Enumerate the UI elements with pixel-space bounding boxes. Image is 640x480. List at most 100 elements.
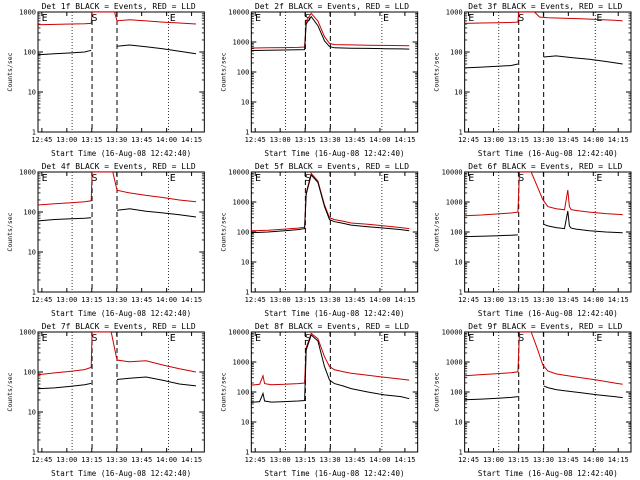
series-line-lld xyxy=(38,332,197,376)
marker-s: S xyxy=(305,173,311,184)
y-axis-label: Counts/sec xyxy=(433,372,441,411)
y-tick-label: 100 xyxy=(450,389,463,397)
series-line-events xyxy=(116,44,197,55)
chart-panel-7: Det 7f BLACK = Events, RED = LLD Start Ti… xyxy=(6,322,205,478)
y-tick-label: 10 xyxy=(454,259,462,267)
y-tick-label: 100 xyxy=(23,369,36,377)
x-tick-label: 13:30 xyxy=(533,296,554,304)
series-line-events xyxy=(38,382,92,390)
chart-panel-6: Det 6f BLACK = Events, RED = LLD Start Ti… xyxy=(433,162,632,318)
y-axis-label: Counts/sec xyxy=(433,52,441,91)
series-line-events xyxy=(38,217,92,222)
y-axis-label: Counts/sec xyxy=(6,52,14,91)
series-line-events xyxy=(543,210,623,234)
y-tick-label: 10000 xyxy=(442,329,463,337)
series-line-events xyxy=(251,15,410,51)
x-tick-label: 12:45 xyxy=(245,136,266,144)
y-tick-label: 10 xyxy=(241,99,249,107)
chart-title: Det 1f BLACK = Events, RED = LLD xyxy=(42,2,196,11)
x-tick-label: 13:45 xyxy=(344,296,365,304)
series-line-events xyxy=(38,49,92,56)
plot-frame xyxy=(37,331,205,453)
marker-e: E xyxy=(255,333,261,344)
x-tick-label: 14:15 xyxy=(608,456,629,464)
x-tick-label: 13:15 xyxy=(81,136,102,144)
x-tick-label: 14:00 xyxy=(156,136,177,144)
y-tick-label: 10000 xyxy=(228,329,249,337)
x-tick-label: 13:30 xyxy=(533,136,554,144)
marker-e: E xyxy=(383,333,389,344)
x-tick-label: 12:45 xyxy=(458,456,479,464)
series-line-events xyxy=(543,385,623,399)
y-tick-label: 100 xyxy=(23,209,36,217)
marker-e: E xyxy=(170,13,176,24)
y-axis-label: Counts/sec xyxy=(219,212,227,251)
series-line-events xyxy=(116,208,197,218)
plot-frame xyxy=(37,171,205,293)
x-tick-label: 13:15 xyxy=(81,296,102,304)
marker-e: E xyxy=(255,173,261,184)
x-tick-label: 13:30 xyxy=(320,456,341,464)
x-tick-label: 12:45 xyxy=(31,296,52,304)
marker-s: S xyxy=(518,333,524,344)
x-axis-label: Start Time (16-Aug-08 12:42:40) xyxy=(478,309,618,318)
y-tick-label: 1 xyxy=(458,129,462,137)
x-tick-label: 12:45 xyxy=(31,136,52,144)
x-tick-label: 13:15 xyxy=(295,456,316,464)
marker-e: E xyxy=(468,173,474,184)
x-tick-label: 13:00 xyxy=(483,296,504,304)
x-tick-label: 13:30 xyxy=(320,136,341,144)
y-tick-label: 1 xyxy=(32,449,36,457)
y-tick-label: 1000 xyxy=(446,199,463,207)
x-tick-label: 14:15 xyxy=(394,296,415,304)
plot-frame xyxy=(37,11,205,133)
x-axis-label: Start Time (16-Aug-08 12:42:40) xyxy=(265,469,405,478)
y-tick-label: 10000 xyxy=(228,169,249,177)
y-tick-label: 100 xyxy=(23,49,36,57)
x-tick-label: 14:15 xyxy=(608,136,629,144)
chart-title: Det 3f BLACK = Events, RED = LLD xyxy=(468,2,622,11)
x-tick-label: 13:45 xyxy=(558,136,579,144)
y-tick-label: 100 xyxy=(237,229,250,237)
x-tick-label: 14:00 xyxy=(369,456,390,464)
x-tick-label: 13:15 xyxy=(508,296,529,304)
marker-s: S xyxy=(92,173,98,184)
chart-title: Det 4f BLACK = Events, RED = LLD xyxy=(42,162,196,171)
y-tick-label: 10 xyxy=(241,259,249,267)
x-tick-label: 14:00 xyxy=(156,456,177,464)
x-tick-label: 13:00 xyxy=(56,136,77,144)
marker-e: E xyxy=(468,13,474,24)
x-tick-label: 14:00 xyxy=(583,136,604,144)
x-axis-label: Start Time (16-Aug-08 12:42:40) xyxy=(478,149,618,158)
x-tick-label: 14:15 xyxy=(181,136,202,144)
x-tick-label: 14:00 xyxy=(583,296,604,304)
chart-panel-2: Det 2f BLACK = Events, RED = LLD Start Ti… xyxy=(219,2,419,158)
x-tick-label: 13:15 xyxy=(295,296,316,304)
y-tick-label: 1 xyxy=(32,129,36,137)
chart-title: Det 7f BLACK = Events, RED = LLD xyxy=(42,322,196,331)
x-tick-label: 13:15 xyxy=(81,456,102,464)
x-tick-label: 14:15 xyxy=(394,456,415,464)
x-tick-label: 13:30 xyxy=(106,456,127,464)
y-axis-label: Counts/sec xyxy=(6,212,14,251)
x-tick-label: 12:45 xyxy=(458,136,479,144)
y-tick-label: 10 xyxy=(28,409,36,417)
x-tick-label: 14:00 xyxy=(583,456,604,464)
y-tick-label: 1000 xyxy=(19,329,36,337)
x-tick-label: 13:15 xyxy=(295,136,316,144)
y-axis-label: Counts/sec xyxy=(433,212,441,251)
x-tick-label: 13:30 xyxy=(320,296,341,304)
x-tick-label: 13:45 xyxy=(131,456,152,464)
y-tick-label: 1 xyxy=(245,449,249,457)
y-tick-label: 10000 xyxy=(228,9,249,17)
x-tick-label: 13:45 xyxy=(131,136,152,144)
x-axis-label: Start Time (16-Aug-08 12:42:40) xyxy=(51,309,191,318)
y-tick-label: 1 xyxy=(458,449,462,457)
x-axis-label: Start Time (16-Aug-08 12:42:40) xyxy=(265,149,405,158)
series-line-events xyxy=(464,63,519,69)
x-tick-label: 14:15 xyxy=(394,136,415,144)
marker-e: E xyxy=(170,173,176,184)
x-tick-label: 13:00 xyxy=(270,456,291,464)
chart-panel-5: Det 5f BLACK = Events, RED = LLD Start Ti… xyxy=(219,162,419,318)
x-tick-label: 13:00 xyxy=(270,136,291,144)
